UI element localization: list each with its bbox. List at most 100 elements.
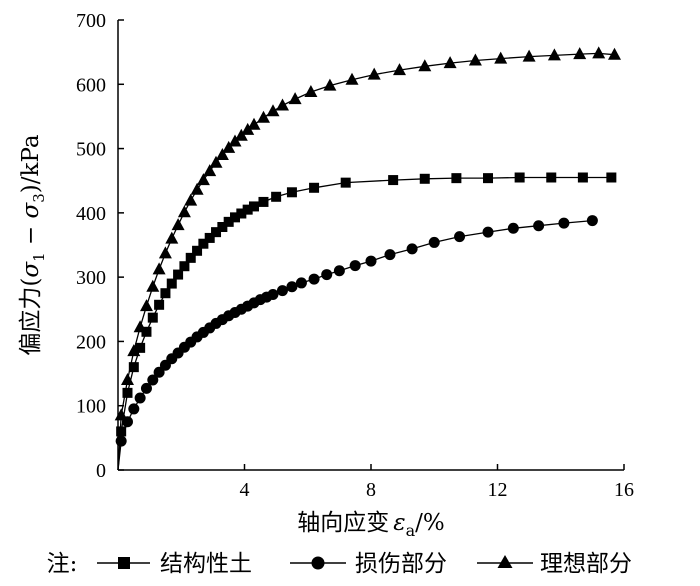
legend-item-square: 结构性土 [97, 551, 252, 577]
data-point-triangle [468, 53, 482, 66]
x-tick-label: 16 [614, 479, 634, 501]
series-square [116, 172, 617, 471]
data-point-triangle [165, 231, 179, 244]
data-point-triangle [158, 246, 172, 259]
data-point-triangle [367, 67, 381, 80]
y-axis-label-sigma-3: σ [18, 201, 44, 218]
data-point-circle [586, 215, 598, 227]
data-point-square [286, 187, 297, 198]
data-point-triangle [133, 320, 147, 333]
data-point-triangle [190, 182, 204, 195]
y-axis-label-sub-3: 3 [30, 193, 48, 203]
data-point-triangle [234, 128, 248, 141]
legend-circle-marker [311, 556, 325, 570]
y-tick-label: 200 [76, 331, 106, 353]
data-point-circle [286, 281, 298, 293]
data-point-triangle [345, 72, 359, 85]
y-tick-label: 700 [76, 10, 106, 32]
data-point-triangle [276, 98, 289, 111]
data-point-square [173, 269, 184, 280]
data-point-circle [558, 217, 570, 229]
data-point-triangle [152, 262, 166, 275]
data-point-triangle [247, 117, 261, 130]
data-point-square [128, 362, 139, 373]
data-point-triangle [418, 59, 432, 72]
y-tick-label: 400 [76, 203, 106, 225]
data-point-circle [115, 435, 127, 447]
data-point-square [141, 326, 152, 337]
data-point-circle [365, 255, 377, 267]
data-point-triangle [592, 46, 606, 59]
data-point-square [577, 172, 588, 183]
data-point-square [166, 278, 177, 289]
legend-square-marker [118, 557, 130, 569]
data-point-circle [140, 382, 152, 394]
legend: 注: 结构性土 损伤部分 理想部分 [47, 551, 632, 577]
data-point-triangle [573, 47, 587, 60]
y-axis-label-minus: − [18, 218, 44, 252]
data-point-circle [333, 265, 345, 277]
data-point-triangle [203, 164, 217, 177]
y-tick-label: 500 [76, 139, 106, 161]
data-point-triangle [323, 78, 337, 91]
data-point-triangle [184, 193, 198, 206]
data-point-square [546, 172, 557, 183]
y-tick-label: 600 [76, 74, 106, 96]
data-point-triangle [209, 155, 223, 168]
x-axis-label-text: 轴向应变 [297, 510, 389, 536]
data-point-circle [153, 366, 165, 378]
y-ticks: 0 100 200 300 400 500 600 700 [76, 10, 124, 482]
series-circle [115, 215, 598, 471]
x-axis-label: 轴向应变 εa/% [297, 510, 445, 540]
y-axis-label-sigma-1: σ [18, 261, 44, 278]
data-point-triangle [127, 344, 141, 357]
data-point-triangle [177, 205, 191, 218]
x-ticks: 4 8 12 16 [240, 464, 634, 501]
data-point-triangle [257, 110, 270, 123]
data-point-square [483, 173, 494, 184]
data-point-square [514, 172, 525, 183]
x-tick-label: 8 [366, 479, 376, 501]
legend-item-triangle: 理想部分 [477, 551, 632, 577]
legend-label: 损伤部分 [355, 551, 447, 577]
data-point-triangle [547, 48, 561, 61]
data-point-triangle [114, 408, 128, 421]
data-point-circle [482, 226, 494, 238]
y-axis-label-sub-1: 1 [30, 252, 48, 262]
data-point-square [309, 182, 320, 193]
data-point-triangle [241, 122, 255, 135]
data-point-circle [147, 374, 159, 386]
data-point-square [236, 208, 247, 219]
data-point-square [217, 222, 228, 232]
data-point-triangle [140, 299, 153, 312]
data-point-square [122, 387, 133, 398]
data-point-circle [384, 249, 396, 261]
plot-area: 4 8 12 16 0 100 200 300 400 500 600 700 [76, 10, 634, 501]
legend-prefix: 注: [47, 551, 78, 577]
data-point-square [419, 173, 430, 184]
y-tick-label: 100 [76, 396, 106, 418]
legend-label: 理想部分 [540, 551, 632, 577]
data-point-square [179, 261, 190, 272]
series-triangle [114, 46, 621, 471]
y-tick-label: 0 [96, 460, 106, 482]
data-point-circle [295, 277, 307, 289]
y-axis-label: 偏应力(σ1 − σ3)/kPa [18, 134, 48, 355]
data-point-triangle [222, 140, 236, 153]
data-point-square [606, 172, 617, 183]
data-point-triangle [121, 373, 134, 385]
y-tick-label: 300 [76, 267, 106, 289]
data-point-square [230, 212, 241, 223]
data-point-circle [308, 273, 320, 285]
data-point-triangle [304, 85, 318, 97]
data-point-square [258, 196, 269, 207]
data-point-circle [276, 285, 288, 297]
data-point-circle [428, 236, 440, 248]
legend-item-circle: 损伤部分 [290, 551, 447, 577]
data-point-triangle [196, 173, 210, 186]
data-point-triangle [443, 56, 457, 69]
y-axis-label-unit: )/kPa [18, 134, 44, 193]
data-point-square [198, 238, 209, 249]
data-point-square [192, 245, 203, 256]
